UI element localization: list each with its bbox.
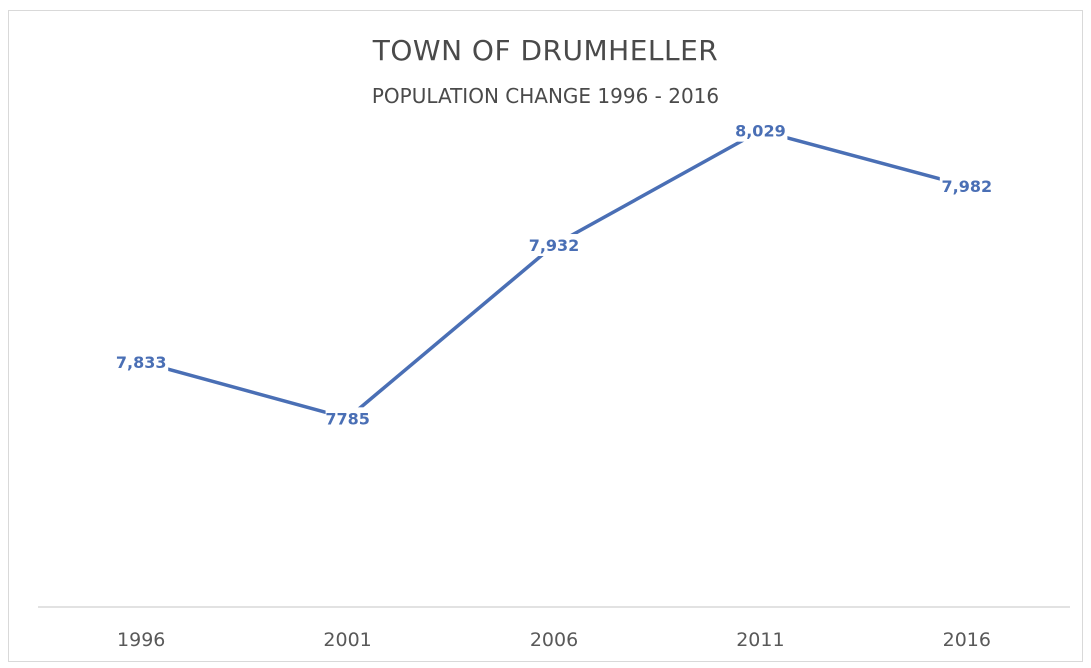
svg-text:7,982: 7,982 xyxy=(941,177,992,196)
chart-subtitle: POPULATION CHANGE 1996 - 2016 xyxy=(371,84,720,108)
x-tick-layer: 1996 2001 2006 2011 2016 xyxy=(117,629,991,651)
chart-title: TOWN OF DRUMHELLER xyxy=(372,34,719,67)
data-label-2001: 7785 xyxy=(325,407,370,430)
data-label-layer: 7,833 7785 7,932 8,029 7,982 xyxy=(114,119,994,430)
data-label-2011: 8,029 xyxy=(733,119,788,142)
svg-text:7785: 7785 xyxy=(325,409,370,428)
x-tick-label-2006: 2006 xyxy=(530,629,578,651)
x-tick-label-2011: 2011 xyxy=(736,629,784,651)
chart-frame xyxy=(8,10,1083,662)
data-label-1996: 7,833 xyxy=(114,350,169,373)
data-label-2006: 7,932 xyxy=(527,234,581,257)
svg-text:7,932: 7,932 xyxy=(529,236,580,255)
x-tick-label-1996: 1996 xyxy=(117,629,165,651)
series-layer xyxy=(139,128,969,421)
svg-text:7,833: 7,833 xyxy=(116,353,167,372)
svg-text:8,029: 8,029 xyxy=(735,122,786,141)
x-tick-label-2016: 2016 xyxy=(943,629,991,651)
x-tick-label-2001: 2001 xyxy=(323,629,371,651)
series-line xyxy=(139,128,969,421)
data-label-2016: 7,982 xyxy=(939,175,994,198)
